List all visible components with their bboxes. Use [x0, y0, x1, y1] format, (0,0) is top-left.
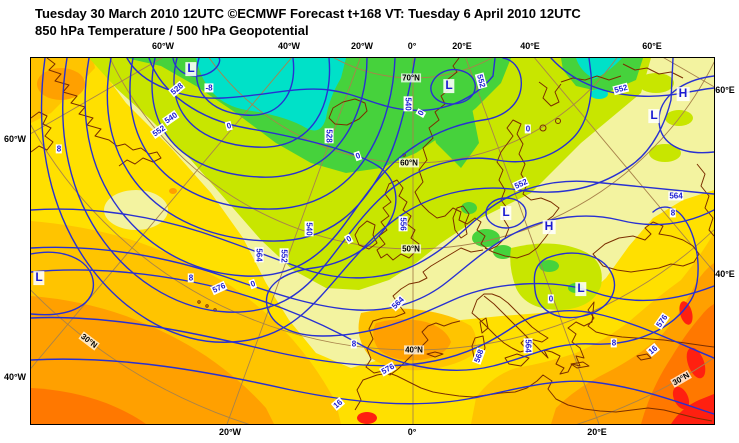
geopotential-contour-label: 556	[398, 216, 408, 232]
weather-map	[31, 58, 714, 424]
graticule-label: 50°N	[401, 244, 421, 254]
geopotential-contour-label: 552	[612, 82, 630, 96]
axis-label-right: 40°E	[715, 269, 735, 279]
graticule-label: 40°N	[404, 345, 424, 355]
map-label-layer: 528 540 552 528 540 552 552 552 540 552 564 556 564 5…	[31, 58, 714, 424]
geopotential-contour-label: 568	[472, 347, 486, 365]
temperature-shading-layer	[31, 58, 714, 424]
geopotential-contour-label: 576	[210, 280, 228, 296]
temperature-contour-label: 8	[350, 339, 358, 349]
geopotential-contour-label: 564	[389, 294, 407, 312]
axis-label-bottom: 0°	[407, 427, 417, 437]
graticule-label: 60°N	[399, 158, 419, 168]
geopotential-contour-label: 540	[304, 221, 314, 237]
axis-label-left: 60°W	[3, 134, 27, 144]
temperature-contour-label: 0	[415, 107, 427, 119]
geopotential-contour-label: 528	[324, 128, 334, 144]
axis-label-left: 40°W	[3, 372, 27, 382]
geopotential-contour-label: 552	[150, 122, 168, 140]
geopotential-contour-label: 528	[168, 80, 186, 98]
axis-label-bottom: 20°W	[218, 427, 242, 437]
temperature-contour-label: 8	[610, 338, 618, 348]
pressure-center-marker: L	[648, 108, 660, 123]
chart-title-line2: 850 hPa Temperature / 500 hPa Geopotenti…	[35, 23, 309, 38]
axis-label-top: 20°E	[452, 41, 472, 51]
axis-label-top: 0°	[407, 41, 417, 51]
temperature-contour-label: 0	[343, 233, 355, 245]
axis-label-bottom: 20°E	[587, 427, 607, 437]
temperature-contour-label: 0	[224, 120, 234, 132]
axis-label-right: 60°E	[715, 85, 735, 95]
temperature-contour-label: 8	[669, 208, 677, 218]
map-frame: 528 540 552 528 540 552 552 552 540 552 564 556 564 5…	[30, 57, 715, 425]
geopotential-contour-label: 564	[523, 338, 533, 354]
chart-title-line1: Tuesday 30 March 2010 12UTC ©ECMWF Forec…	[35, 6, 581, 21]
temperature-contour-label: 0	[524, 124, 532, 134]
pressure-center-marker: H	[542, 219, 556, 234]
geopotential-contour-label: 552	[279, 248, 289, 264]
pressure-center-marker: L	[185, 61, 197, 76]
temperature-contour-label: -8	[204, 83, 214, 93]
graticule-label: 30°N	[670, 370, 692, 388]
graticule-label: 30°N	[78, 331, 100, 351]
temperature-contour-label: 0	[353, 150, 363, 162]
temperature-contour-label: 16	[645, 342, 661, 358]
pressure-center-marker: L	[575, 281, 587, 296]
geopotential-contour-label: 564	[254, 247, 264, 263]
pressure-center-marker: L	[443, 78, 455, 93]
coastline-layer	[31, 58, 714, 422]
temperature-contour-label: 0	[248, 278, 258, 290]
geopotential-contour-label: 540	[403, 96, 413, 112]
pressure-center-marker: L	[500, 205, 512, 220]
geopotential-contour-label: 576	[379, 361, 397, 377]
axis-label-top: 40°W	[277, 41, 301, 51]
geopotential-contour-label: 564	[668, 191, 684, 201]
axis-label-top: 60°W	[151, 41, 175, 51]
pressure-center-marker: H	[676, 86, 690, 101]
axis-label-top: 40°E	[520, 41, 540, 51]
graticule-label: 70°N	[401, 73, 421, 83]
axis-label-top: 20°W	[350, 41, 374, 51]
axis-label-top: 60°E	[642, 41, 662, 51]
temperature-contour-label: 8	[187, 273, 195, 283]
temperature-contour-label: 8	[55, 144, 63, 154]
pressure-center-marker: L	[33, 270, 45, 285]
geopotential-contour-label: 552	[512, 176, 530, 192]
temperature-contour-label: 0	[547, 294, 555, 304]
temperature-contour-label: 16	[330, 396, 346, 412]
geopotential-contour-label: 540	[162, 109, 180, 127]
geopotential-contour-label: 552	[474, 72, 488, 90]
geopotential-contour-label: 576	[653, 312, 671, 330]
